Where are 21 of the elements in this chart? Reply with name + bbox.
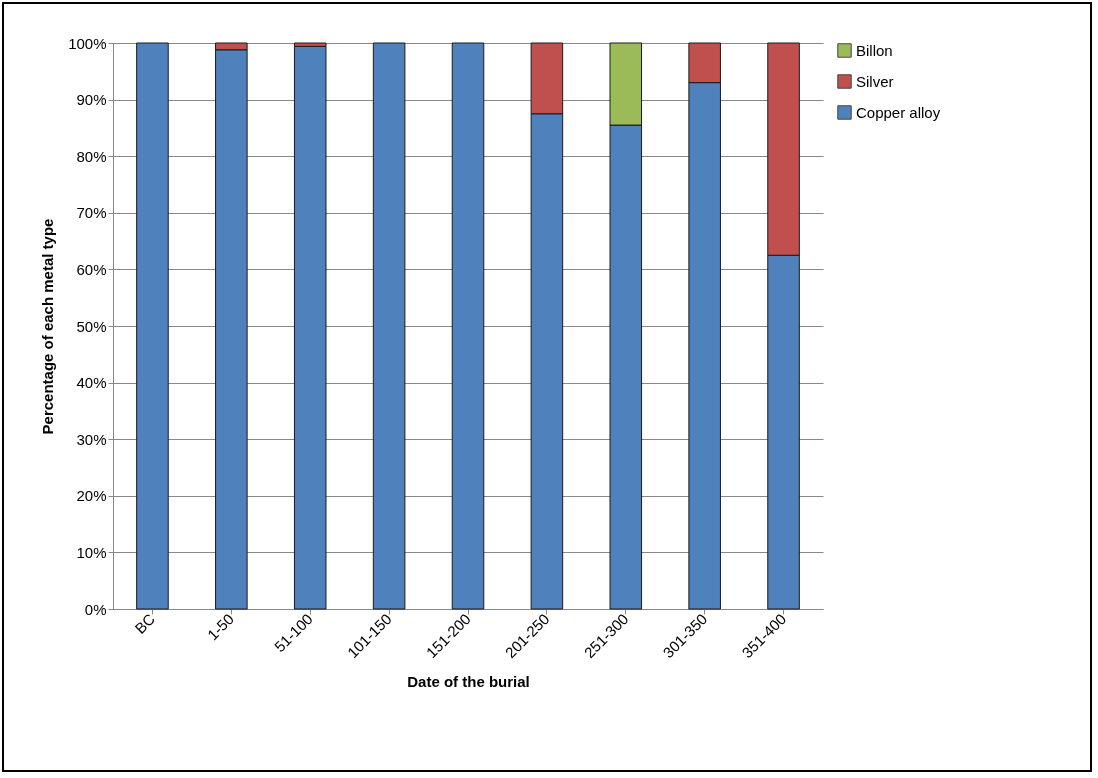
bar: [293, 45, 327, 610]
y-tick-label: 70%: [76, 204, 107, 222]
x-tick-label: BC: [131, 610, 159, 637]
y-tick-label: 30%: [76, 430, 107, 448]
y-tick-label: 90%: [76, 91, 107, 109]
legend-label: Silver: [856, 72, 894, 90]
y-tick-label: 50%: [76, 317, 107, 335]
legend-label: Copper alloy: [856, 103, 941, 121]
y-tick-label: 100%: [68, 34, 107, 52]
y-tick-label: 40%: [76, 374, 107, 392]
legend-label: Billon: [856, 41, 893, 59]
y-tick-label: 10%: [76, 543, 107, 561]
bar: [136, 42, 169, 610]
y-tick-label: 60%: [76, 260, 107, 278]
y-axis-title: Percentage of each metal type: [39, 218, 57, 435]
bar: [451, 42, 485, 610]
x-axis-title: Date of the burial: [407, 673, 530, 691]
y-tick-label: 20%: [76, 487, 107, 505]
bar: [372, 42, 406, 610]
y-tick-label: 0%: [84, 600, 107, 618]
y-tick-label: 80%: [76, 147, 107, 165]
